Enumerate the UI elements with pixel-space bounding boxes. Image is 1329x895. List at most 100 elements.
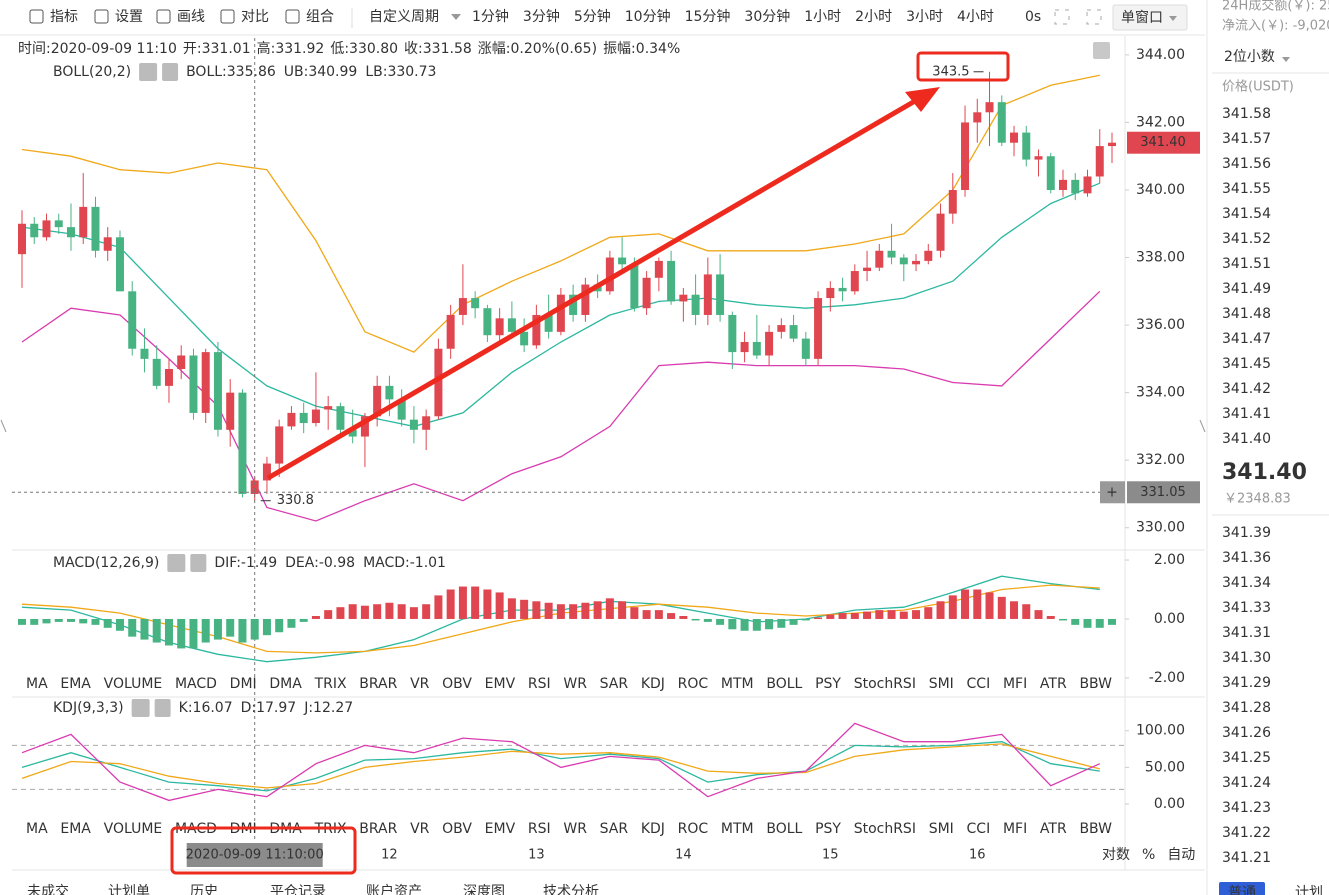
indicator-tab[interactable]: EMV [485,676,516,692]
tool-icon[interactable] [220,9,235,24]
indicator-tab[interactable]: StochRSI [854,676,916,692]
window-mode-button[interactable] [1112,4,1188,31]
indicator-tab[interactable]: EMA [60,676,91,692]
order-type-label[interactable]: 计划 [1295,885,1323,895]
indicator-tab[interactable]: DMI [230,676,257,692]
bottom-tab[interactable]: 计划单 [108,884,150,895]
close-icon[interactable] [162,63,179,81]
custom-period[interactable]: 自定义周期 [369,9,439,25]
period-button[interactable]: 4小时 [957,9,994,25]
period-button[interactable]: 30分钟 [744,8,790,25]
crosshair-price-tag [1127,481,1200,504]
close-icon[interactable] [154,699,171,717]
reset-icon[interactable] [1086,9,1102,25]
indicator-tab[interactable]: VOLUME [104,821,163,837]
indicator-tab[interactable]: BBW [1079,821,1112,837]
period-button[interactable]: 10分钟 [625,8,671,25]
period-button[interactable]: 3小时 [906,9,943,25]
indicator-tab[interactable]: PSY [815,676,841,692]
indicator-tab[interactable]: EMV [485,821,516,837]
bottom-tab[interactable]: 未成交 [27,883,69,895]
indicator-tab[interactable]: ATR [1040,821,1067,837]
indicator-tab[interactable]: MTM [721,676,754,692]
indicator-tab[interactable]: BOLL [766,676,802,692]
indicator-tab[interactable]: MA [26,676,48,692]
period-button[interactable]: 2小时 [855,9,892,25]
indicator-tab[interactable]: SAR [600,821,629,837]
indicator-tab[interactable]: CCI [967,676,991,692]
macd-bar [679,616,688,619]
indicator-tab[interactable]: MTM [721,821,754,837]
bottom-tab[interactable]: 深度图 [463,884,505,895]
candle-body [30,223,39,238]
expand-icon[interactable] [1093,42,1110,59]
settings-icon[interactable] [167,554,186,572]
indicator-tab[interactable]: KDJ [641,676,665,692]
crosshair-add-button[interactable] [1100,481,1125,504]
tool-button[interactable]: 对比 [241,9,269,25]
left-scroll-arrow[interactable] [0,419,7,433]
last-price-tag [1127,131,1200,154]
indicator-tab[interactable]: SMI [929,676,954,692]
period-button[interactable]: 1分钟 [472,8,509,25]
indicator-tab[interactable]: SAR [600,676,629,692]
bottom-tab[interactable]: 历史 [190,884,218,895]
indicator-tab[interactable]: BRAR [359,821,397,837]
tool-icon[interactable] [285,9,300,24]
indicator-tab[interactable]: OBV [442,676,472,692]
close-icon[interactable] [190,554,207,572]
tool-icon[interactable] [29,9,44,24]
axis-option[interactable]: % [1142,847,1155,863]
settings-icon[interactable] [131,699,150,717]
indicator-tab[interactable]: ROC [678,676,709,692]
indicator-tab[interactable]: TRIX [314,676,347,692]
indicator-tab[interactable]: BOLL [766,821,802,837]
order-type-button[interactable] [1219,882,1265,895]
settings-icon[interactable] [139,63,158,81]
indicator-tab[interactable]: RSI [528,676,551,692]
indicator-tab[interactable]: KDJ [641,821,665,837]
indicator-tab[interactable]: BRAR [359,676,397,692]
bottom-tab[interactable]: 平仓记录 [270,884,326,895]
indicator-tab[interactable]: StochRSI [854,821,916,837]
indicator-tab[interactable]: VR [410,821,430,837]
right-scroll-arrow[interactable] [1199,419,1206,433]
tool-icon[interactable] [156,9,171,24]
indicator-tab[interactable]: ATR [1040,676,1067,692]
indicator-tab[interactable]: PSY [815,821,841,837]
indicator-tab[interactable]: SMI [929,821,954,837]
macd-bar [850,613,859,619]
period-button[interactable]: 5分钟 [574,8,611,25]
axis-option[interactable]: 对数 [1102,847,1130,863]
fullscreen-icon[interactable] [1054,9,1070,25]
indicator-tab[interactable]: ROC [678,821,709,837]
indicator-tab[interactable]: VR [410,676,430,692]
tool-button[interactable]: 指标 [50,9,78,25]
period-button[interactable]: 1小时 [804,9,841,25]
bottom-tab[interactable]: 技术分析 [543,884,599,895]
period-button[interactable]: 3分钟 [523,8,560,25]
indicator-tab[interactable]: EMA [60,821,91,837]
tool-button[interactable]: 设置 [115,9,143,25]
indicator-tab[interactable]: WR [563,676,587,692]
decimals-select[interactable]: 2位小数 [1224,49,1275,65]
indicator-tab[interactable]: MA [26,821,48,837]
indicator-tab[interactable]: MFI [1003,676,1027,692]
period-button[interactable]: 15分钟 [685,8,731,25]
indicator-tab[interactable]: CCI [967,821,991,837]
tool-button[interactable]: 画线 [177,9,205,25]
indicator-tab[interactable]: RSI [528,821,551,837]
macd-bar [765,618,774,630]
indicator-tab[interactable]: BBW [1079,676,1112,692]
indicator-tab[interactable]: MFI [1003,821,1027,837]
bottom-tab[interactable]: 账户资产 [366,883,422,895]
y-tick-label: 342.00 [1136,114,1185,130]
indicator-tab[interactable]: OBV [442,821,472,837]
indicator-tab[interactable]: VOLUME [104,676,163,692]
indicator-tab[interactable]: MACD [175,676,217,692]
tool-icon[interactable] [94,9,109,24]
tool-button[interactable]: 组合 [306,9,334,25]
axis-option[interactable]: 自动 [1167,847,1195,863]
indicator-tab[interactable]: DMA [269,676,302,692]
indicator-tab[interactable]: WR [563,821,587,837]
